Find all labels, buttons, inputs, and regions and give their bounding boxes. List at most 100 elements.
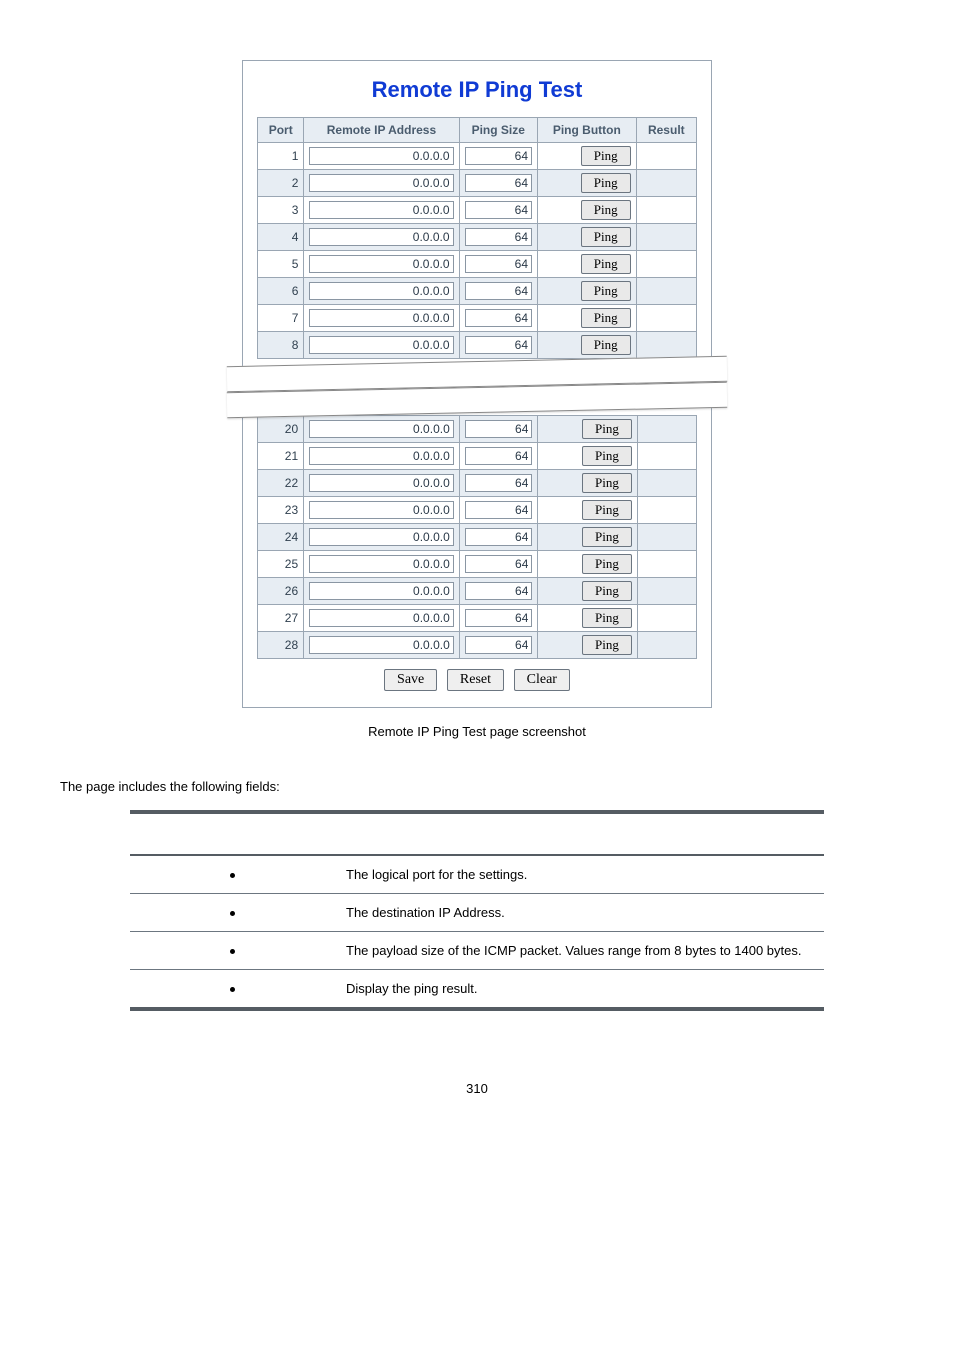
ping-size-input[interactable] <box>465 447 533 465</box>
remote-ip-cell <box>304 578 460 605</box>
clear-button[interactable]: Clear <box>514 669 570 691</box>
bullet-icon <box>230 949 235 954</box>
ping-size-cell <box>459 524 538 551</box>
ping-button[interactable]: Ping <box>582 635 632 655</box>
ping-button-cell: Ping <box>538 497 637 524</box>
field-description-cell: The destination IP Address. <box>334 894 824 932</box>
ping-button[interactable]: Ping <box>581 281 631 301</box>
ping-size-input[interactable] <box>465 636 533 654</box>
result-cell <box>636 197 696 224</box>
reset-button[interactable]: Reset <box>447 669 504 691</box>
remote-ip-input[interactable] <box>309 282 453 300</box>
result-cell <box>637 416 696 443</box>
ping-size-input[interactable] <box>465 420 533 438</box>
ping-size-input[interactable] <box>465 147 533 165</box>
field-description-cell: Display the ping result. <box>334 970 824 1010</box>
ping-size-input[interactable] <box>465 282 533 300</box>
ping-size-input[interactable] <box>465 174 533 192</box>
ping-button-cell: Ping <box>538 416 637 443</box>
bullet-icon <box>230 873 235 878</box>
remote-ip-cell <box>304 197 459 224</box>
port-cell: 27 <box>258 605 304 632</box>
ping-button[interactable]: Ping <box>582 581 632 601</box>
ping-size-cell <box>459 224 538 251</box>
remote-ip-input[interactable] <box>309 336 453 354</box>
ping-size-input[interactable] <box>465 201 533 219</box>
ping-size-input[interactable] <box>465 528 533 546</box>
ping-button[interactable]: Ping <box>582 446 632 466</box>
ping-size-input[interactable] <box>465 609 533 627</box>
ping-size-input[interactable] <box>465 255 533 273</box>
col-port: Port <box>258 118 304 143</box>
remote-ip-input[interactable] <box>309 147 453 165</box>
ping-size-cell <box>459 305 538 332</box>
remote-ip-input[interactable] <box>309 474 454 492</box>
remote-ip-input[interactable] <box>309 228 453 246</box>
ping-size-input[interactable] <box>465 474 533 492</box>
ping-size-cell <box>459 443 538 470</box>
page-tear-graphic <box>227 359 727 415</box>
remote-ip-input[interactable] <box>309 528 454 546</box>
ping-button-cell: Ping <box>538 170 637 197</box>
ping-button[interactable]: Ping <box>581 200 631 220</box>
ping-button[interactable]: Ping <box>582 554 632 574</box>
remote-ip-input[interactable] <box>309 555 454 573</box>
table-row: 27 Ping <box>258 605 697 632</box>
remote-ip-input[interactable] <box>309 636 454 654</box>
ping-size-cell <box>459 416 538 443</box>
ping-button[interactable]: Ping <box>582 473 632 493</box>
result-cell <box>637 578 696 605</box>
ping-button[interactable]: Ping <box>582 419 632 439</box>
remote-ip-cell <box>304 143 459 170</box>
table-row: 22 Ping <box>258 470 697 497</box>
remote-ip-cell <box>304 524 460 551</box>
ping-size-input[interactable] <box>465 228 533 246</box>
port-cell: 6 <box>258 278 304 305</box>
table-row: 28Ping <box>258 632 697 659</box>
remote-ip-input[interactable] <box>309 174 453 192</box>
ping-button-cell: Ping <box>538 578 637 605</box>
ping-size-input[interactable] <box>465 309 533 327</box>
ping-button[interactable]: Ping <box>581 173 631 193</box>
ping-size-cell <box>459 170 538 197</box>
panel-title: Remote IP Ping Test <box>257 77 697 103</box>
ping-button-cell: Ping <box>538 605 637 632</box>
remote-ip-input[interactable] <box>309 420 454 438</box>
ping-button[interactable]: Ping <box>581 335 631 355</box>
remote-ip-input[interactable] <box>309 501 454 519</box>
fields-row: The destination IP Address. <box>130 894 824 932</box>
port-cell: 22 <box>258 470 304 497</box>
ping-button[interactable]: Ping <box>581 146 631 166</box>
ping-button[interactable]: Ping <box>582 500 632 520</box>
fields-row: Display the ping result. <box>130 970 824 1010</box>
save-button[interactable]: Save <box>384 669 437 691</box>
ping-table-bottom: 20Ping21Ping22Ping23Ping24Ping25Ping26Pi… <box>257 415 697 659</box>
ping-test-panel: Remote IP Ping Test Port Remote IP Addre… <box>242 60 712 708</box>
ping-button-cell: Ping <box>538 197 637 224</box>
ping-size-cell <box>459 278 538 305</box>
remote-ip-input[interactable] <box>309 309 453 327</box>
remote-ip-input[interactable] <box>309 201 453 219</box>
ping-size-cell <box>459 197 538 224</box>
table-row: 4Ping <box>258 224 697 251</box>
result-cell <box>636 143 696 170</box>
remote-ip-cell <box>304 551 460 578</box>
table-row: 23Ping <box>258 497 697 524</box>
ping-button[interactable]: Ping <box>582 527 632 547</box>
remote-ip-input[interactable] <box>309 255 453 273</box>
remote-ip-cell <box>304 305 459 332</box>
col-remote-ip: Remote IP Address <box>304 118 459 143</box>
ping-button[interactable]: Ping <box>582 608 632 628</box>
remote-ip-input[interactable] <box>309 582 454 600</box>
ping-button[interactable]: Ping <box>581 308 631 328</box>
result-cell <box>636 251 696 278</box>
ping-size-input[interactable] <box>465 336 533 354</box>
ping-button[interactable]: Ping <box>581 254 631 274</box>
remote-ip-input[interactable] <box>309 447 454 465</box>
ping-size-input[interactable] <box>465 501 533 519</box>
remote-ip-input[interactable] <box>309 609 454 627</box>
ping-button[interactable]: Ping <box>581 227 631 247</box>
ping-size-cell <box>459 578 538 605</box>
ping-size-input[interactable] <box>465 555 533 573</box>
ping-size-input[interactable] <box>465 582 533 600</box>
